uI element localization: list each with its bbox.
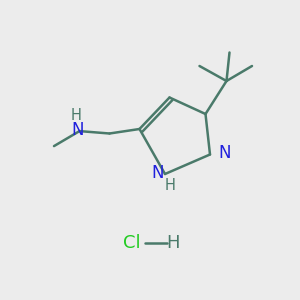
Text: H: H [165, 178, 176, 193]
Text: N: N [151, 164, 164, 181]
Text: N: N [72, 121, 84, 139]
Text: N: N [218, 144, 231, 162]
Text: Cl: Cl [123, 234, 141, 252]
Text: H: H [167, 234, 180, 252]
Text: H: H [71, 108, 82, 123]
